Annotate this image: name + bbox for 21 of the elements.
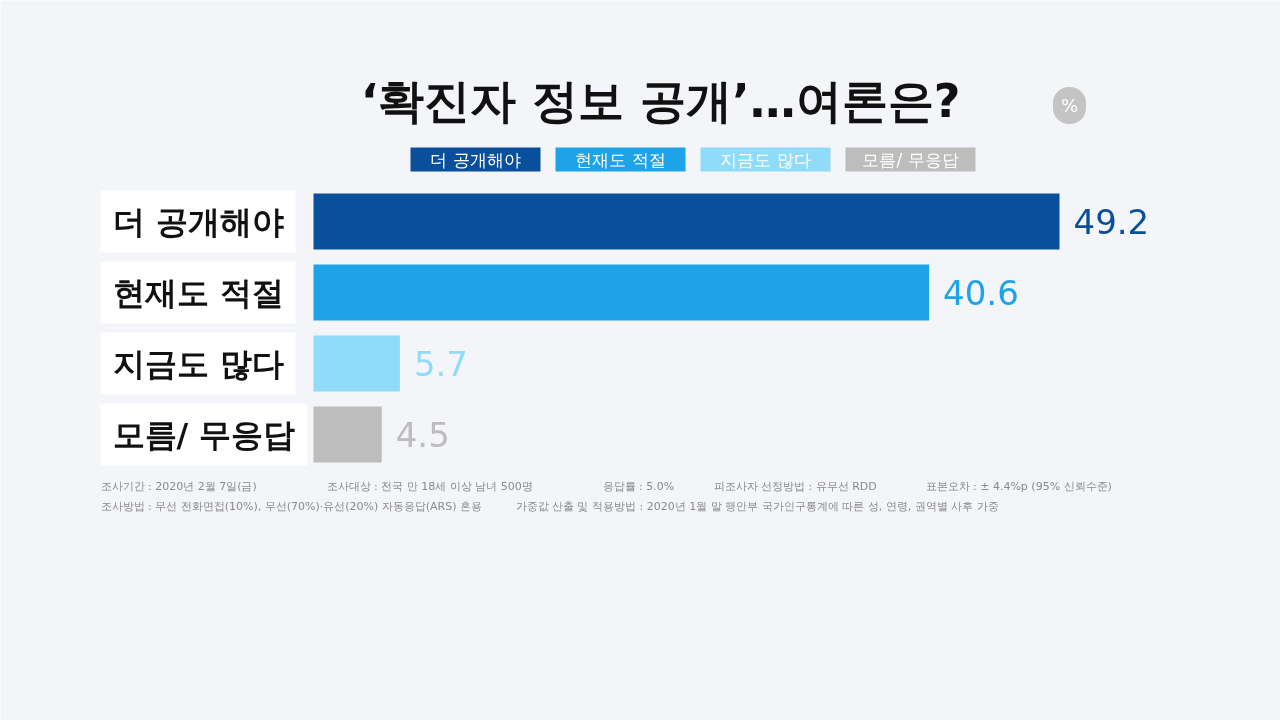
category-label: 모름/ 무응답 bbox=[862, 149, 959, 170]
y-tick-label: 더 공개해야 bbox=[112, 202, 284, 241]
data-label: 40.6 bbox=[943, 273, 1019, 313]
data-label: 49.2 bbox=[1073, 202, 1150, 242]
text: 조사방법 : 무선 전화면접(10%), 무선(70%)·유선(20%) 자동응답(ARS) 혼용 bbox=[100, 500, 483, 513]
text: 표본오차 : ± 4.4%p (95% 신뢰수준) bbox=[925, 480, 1112, 493]
y-tick-label: 모름/ 무응답 bbox=[112, 415, 296, 454]
y-tick-label: 현재도 적절 bbox=[112, 273, 284, 312]
y-tick-label: 지금도 많다 bbox=[112, 344, 284, 383]
text: 가중값 산출 및 적용방법 : 2020년 1월 말 행안부 국가인구통계에 따른 성, 연령, 권역별 사후 가중 bbox=[515, 500, 999, 513]
text: 응답률 : 5.0% bbox=[602, 480, 675, 493]
category-label: 지금도 많다 bbox=[720, 149, 811, 170]
text: 조사기간 : 2020년 2월 7일(금) bbox=[100, 480, 257, 493]
text: % bbox=[1060, 95, 1079, 116]
chart-title: ‘확진자 정보 공개’…여론은? bbox=[360, 73, 961, 128]
category-label: 더 공개해야 bbox=[430, 149, 521, 170]
category-label: 현재도 적절 bbox=[575, 149, 666, 170]
text: 피조사자 선정방법 : 유무선 RDD bbox=[713, 480, 877, 493]
text: 조사대상 : 전국 만 18세 이상 남녀 500명 bbox=[326, 480, 533, 493]
data-label: 4.5 bbox=[395, 415, 450, 455]
data-label: 5.7 bbox=[413, 344, 468, 384]
